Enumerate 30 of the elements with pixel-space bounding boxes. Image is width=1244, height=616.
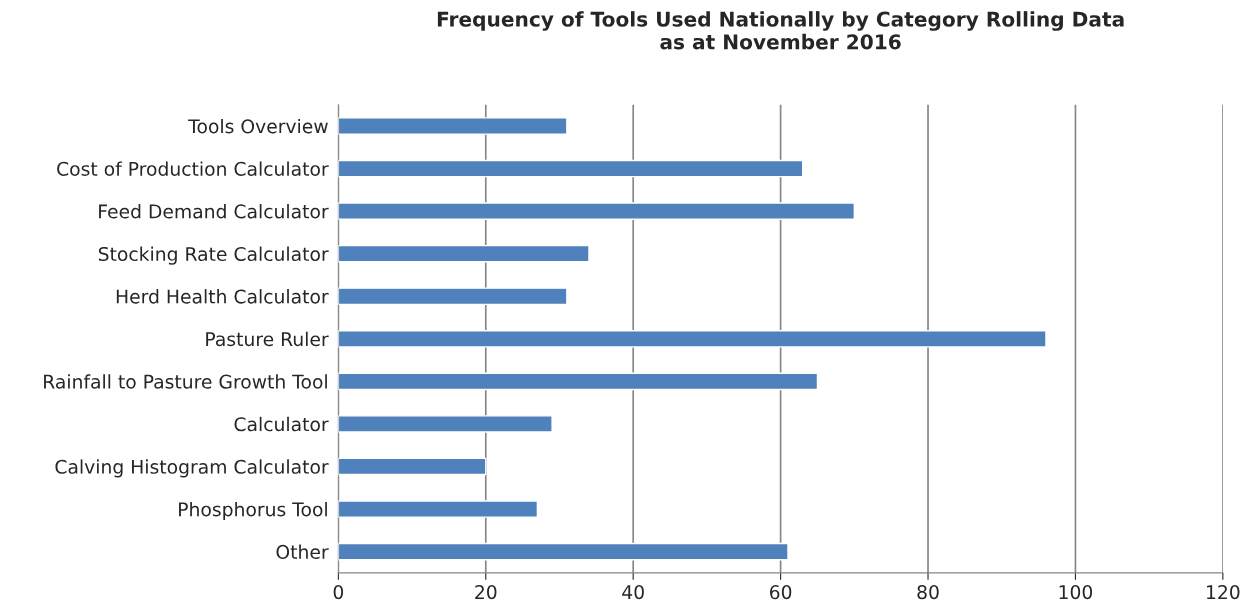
y-tick-label: Rainfall to Pasture Growth Tool [44,374,327,389]
y-tick-label: Feed Demand Calculator [99,204,329,219]
chart-title: Frequency of Tools Used Nationally by Category Rolling Data as at November 2016 [437,11,1124,50]
y-tick-label: Phosphorus Tool [179,501,327,521]
x-tick-label: 20 [475,585,497,600]
bar [338,202,856,220]
y-tick-label: Herd Health Calculator [116,289,329,304]
bar [338,500,539,518]
x-tick-label: 0 [333,585,344,600]
bar [338,330,1047,348]
x-tick-label: 60 [769,585,792,600]
y-tick-label: Calculator [234,416,329,432]
bar [338,117,568,135]
bar [338,372,819,391]
x-tick-label: 100 [1059,585,1093,600]
bar [338,542,789,561]
bar [338,415,553,433]
bar [338,287,568,306]
y-tick-label: Calving Histogram Calculator [55,459,329,478]
bar [338,457,487,476]
bar [338,159,804,178]
y-tick-label: Stocking Rate Calculator [98,246,329,265]
y-tick-label: Other [276,544,329,559]
bar [338,244,590,263]
x-tick-label: 80 [917,585,939,600]
y-tick-label: Pasture Ruler [206,331,329,347]
x-tick-label: 120 [1207,585,1240,600]
x-tick-label: 40 [622,585,644,600]
y-tick-label: Cost of Production Calculator [57,161,329,176]
y-tick-label: Tools Overview [188,118,328,134]
